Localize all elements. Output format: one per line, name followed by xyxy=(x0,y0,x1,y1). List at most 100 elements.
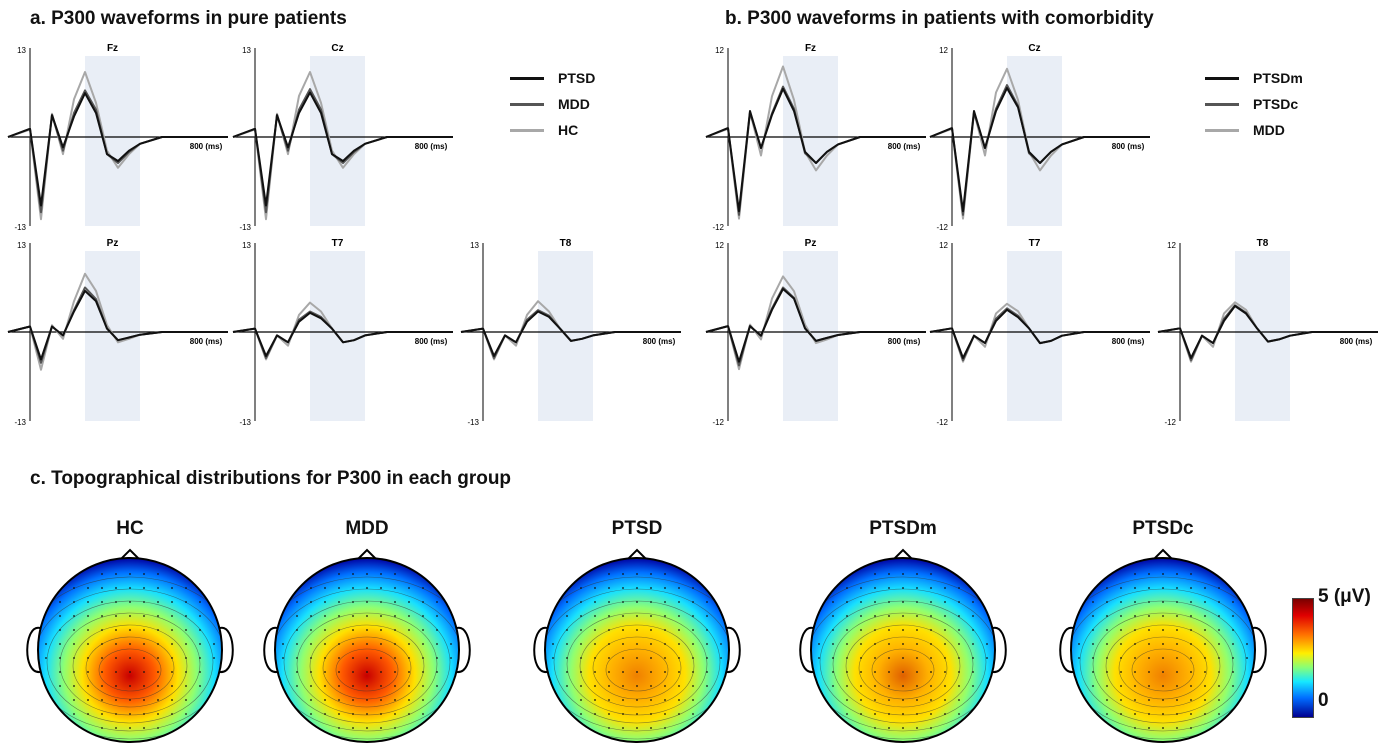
electrode-dot xyxy=(860,601,862,603)
electrode-dot xyxy=(958,629,960,631)
electrode-dot xyxy=(1176,685,1178,687)
electrode-dot xyxy=(1204,699,1206,701)
electrode-dot xyxy=(143,713,145,715)
electrode-dot xyxy=(171,615,173,617)
waveform-plot-b-fz: 12 -12 Fz 800 (ms) xyxy=(705,43,926,232)
electrode-dot xyxy=(422,587,424,589)
electrode-dot xyxy=(1218,615,1220,617)
electrode-dot xyxy=(874,699,876,701)
electrode-dot xyxy=(566,615,568,617)
electrode-dot xyxy=(832,629,834,631)
electrode-dot xyxy=(73,643,75,645)
electrode-dot xyxy=(338,713,340,715)
electrode-dot xyxy=(1134,671,1136,673)
electrode-dot xyxy=(678,601,680,603)
contour-line xyxy=(309,624,425,708)
electrode-dot xyxy=(1232,643,1234,645)
electrode-dot xyxy=(720,643,722,645)
electrode-dot xyxy=(352,629,354,631)
electrode-label: Fz xyxy=(805,43,816,54)
electrode-dot xyxy=(1106,657,1108,659)
electrode-dot xyxy=(157,615,159,617)
electrode-dot xyxy=(199,657,201,659)
electrode-dot xyxy=(115,685,117,687)
electrode-dot xyxy=(1162,727,1164,729)
electrode-label: T7 xyxy=(332,238,344,249)
x-tick-label: 800 (ms) xyxy=(190,337,223,346)
ear-right xyxy=(992,626,1007,674)
ear-right xyxy=(726,626,741,674)
electrode-dot xyxy=(636,573,638,575)
electrode-dot xyxy=(1204,587,1206,589)
electrode-dot xyxy=(324,713,326,715)
electrode-dot xyxy=(1106,699,1108,701)
electrode-dot xyxy=(692,587,694,589)
electrode-dot xyxy=(1134,713,1136,715)
contour-line xyxy=(1105,624,1221,708)
legend-label: PTSDc xyxy=(1253,96,1299,112)
electrode-dot xyxy=(832,685,834,687)
electrode-dot xyxy=(352,643,354,645)
electrode-dot xyxy=(580,601,582,603)
electrode-dot xyxy=(310,587,312,589)
electrode-dot xyxy=(1134,685,1136,687)
electrode-dot xyxy=(860,629,862,631)
electrode-dot xyxy=(874,657,876,659)
electrode-dot xyxy=(1092,615,1094,617)
electrode-dot xyxy=(296,671,298,673)
electrode-dot xyxy=(115,727,117,729)
electrode-dot xyxy=(664,587,666,589)
electrode-label: Pz xyxy=(805,238,817,249)
panel-b-title: b. P300 waveforms in patients with comor… xyxy=(725,8,1154,29)
electrode-dot xyxy=(888,727,890,729)
contour-line xyxy=(322,636,412,700)
contour-line xyxy=(335,648,399,692)
electrode-dot xyxy=(1092,601,1094,603)
y-tick-min: -13 xyxy=(239,223,251,232)
electrode-dot xyxy=(930,615,932,617)
electrode-dot xyxy=(157,573,159,575)
electrode-dot xyxy=(888,713,890,715)
electrode-dot xyxy=(1218,629,1220,631)
electrode-dot xyxy=(296,601,298,603)
electrode-dot xyxy=(608,573,610,575)
electrode-dot xyxy=(1148,685,1150,687)
electrode-dot xyxy=(1120,587,1122,589)
ear-right xyxy=(219,626,234,674)
electrode-dot xyxy=(930,629,932,631)
electrode-dot xyxy=(1120,699,1122,701)
electrode-dot xyxy=(87,629,89,631)
electrode-dot xyxy=(580,685,582,687)
electrode-dot xyxy=(1204,601,1206,603)
electrode-dot xyxy=(296,657,298,659)
electrode-dot xyxy=(129,699,131,701)
electrode-dot xyxy=(678,671,680,673)
y-tick-max: 12 xyxy=(715,46,724,55)
electrode-dot xyxy=(394,671,396,673)
electrode-dot xyxy=(1246,643,1248,645)
topomap-hc xyxy=(26,548,234,743)
electrode-dot xyxy=(185,699,187,701)
electrode-dot xyxy=(436,671,438,673)
electrode-dot xyxy=(338,615,340,617)
electrode-dot xyxy=(324,699,326,701)
electrode-dot xyxy=(930,573,932,575)
electrode-dot xyxy=(1190,713,1192,715)
electrode-dot xyxy=(380,727,382,729)
electrode-dot xyxy=(408,615,410,617)
electrode-dot xyxy=(874,601,876,603)
legend-item-ptsdm: PTSDm xyxy=(1205,68,1345,90)
electrode-dot xyxy=(636,671,638,673)
electrode-dot xyxy=(1218,685,1220,687)
electrode-dot xyxy=(394,713,396,715)
electrode-dot xyxy=(394,657,396,659)
electrode-dot xyxy=(171,713,173,715)
electrode-dot xyxy=(310,643,312,645)
electrode-dot xyxy=(422,615,424,617)
electrode-dot xyxy=(622,699,624,701)
electrode-dot xyxy=(972,671,974,673)
electrode-dot xyxy=(310,671,312,673)
contour-line xyxy=(545,576,729,740)
colorbar xyxy=(1292,598,1314,718)
electrode-dot xyxy=(324,671,326,673)
